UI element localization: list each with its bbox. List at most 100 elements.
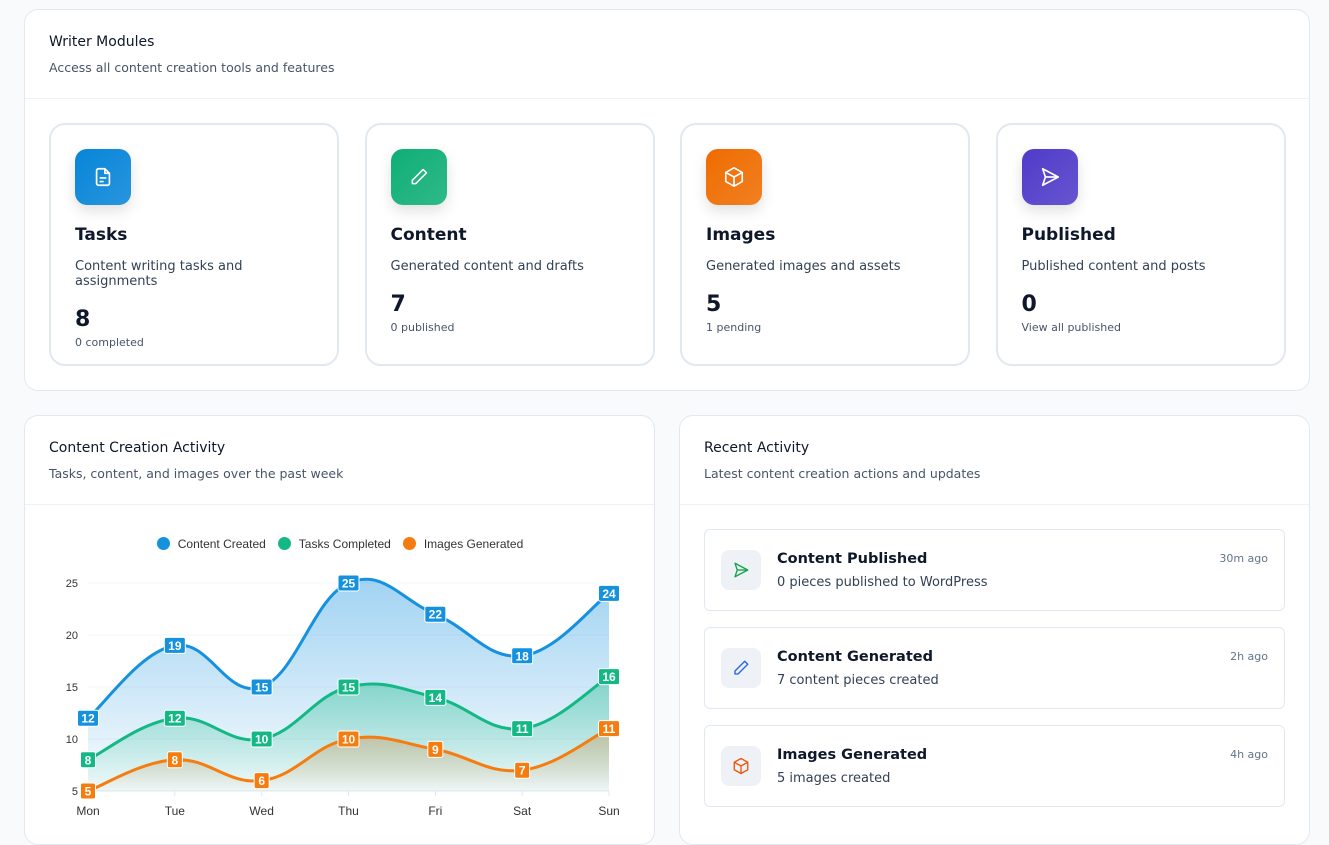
activity-item[interactable]: Content Published 0 pieces published to …: [704, 529, 1285, 611]
data-label: 5: [85, 785, 92, 799]
module-footnote: 1 pending: [706, 321, 762, 334]
recent-activity-card: Recent Activity Latest content creation …: [679, 415, 1310, 845]
box-icon: [706, 149, 762, 205]
data-label: 6: [258, 774, 265, 788]
data-label: 25: [342, 577, 356, 591]
activity-chart: 5 10 15 20 25 Mon Tue Wed Thu Fri Sat Sun 12 19 15 25 22…: [66, 574, 620, 818]
activity-item[interactable]: Content Generated 7 content pieces creat…: [704, 627, 1285, 709]
legend-label: Content Created: [177, 537, 266, 551]
data-point[interactable]: [337, 678, 360, 696]
data-point[interactable]: [337, 574, 360, 592]
data-point[interactable]: [77, 709, 99, 727]
data-point[interactable]: [250, 678, 273, 696]
data-point[interactable]: [163, 636, 186, 654]
data-point[interactable]: [427, 740, 444, 758]
module-count: 7: [390, 292, 406, 317]
module-footnote: View all published: [1021, 321, 1121, 334]
legend-item[interactable]: Tasks Completed: [277, 537, 391, 551]
writer-modules-card: Writer Modules Access all content creati…: [24, 9, 1310, 391]
module-title: Published: [1021, 225, 1116, 245]
data-point[interactable]: [424, 688, 447, 706]
data-label: 16: [602, 670, 616, 684]
x-tick-label: Mon: [76, 804, 99, 818]
chart-legend: Content Created Tasks Completed Images Gen…: [25, 537, 654, 551]
data-label: 7: [519, 764, 526, 778]
module-title: Tasks: [75, 225, 128, 245]
y-tick-label: 20: [66, 630, 78, 642]
y-tick-label: 15: [66, 682, 78, 694]
module-count: 8: [75, 307, 91, 332]
data-point[interactable]: [163, 709, 186, 727]
series-area: [88, 728, 609, 791]
module-description: Generated images and assets: [706, 259, 901, 274]
legend-marker: [277, 537, 291, 550]
activity-description: 5 images created: [777, 770, 891, 786]
x-tick-label: Wed: [249, 804, 273, 818]
data-label: 12: [81, 712, 95, 726]
activity-title: Images Generated: [777, 746, 928, 763]
section-title: Writer Modules: [49, 34, 155, 50]
data-label: 11: [603, 722, 616, 736]
module-description: Content writing tasks and assignments: [75, 259, 243, 289]
y-tick-label: 10: [66, 734, 78, 746]
legend-item[interactable]: Images Generated: [402, 537, 524, 551]
module-description: Generated content and drafts: [390, 259, 584, 274]
box-icon: [721, 746, 761, 786]
data-point[interactable]: [424, 605, 447, 623]
legend-item[interactable]: Content Created: [156, 537, 266, 551]
data-point[interactable]: [511, 647, 534, 665]
pencil-icon: [721, 648, 761, 688]
recent-subtitle: Latest content creation actions and upda…: [704, 466, 981, 481]
data-point[interactable]: [253, 772, 270, 790]
module-footnote: 0 published: [390, 321, 455, 334]
data-point[interactable]: [514, 761, 531, 779]
file-text-icon: [75, 149, 131, 205]
data-label: 12: [168, 712, 182, 726]
activity-time: 2h ago: [1230, 650, 1268, 663]
legend-label: Images Generated: [423, 537, 524, 551]
chart-subtitle: Tasks, content, and images over the past…: [49, 466, 344, 481]
module-footnote: 0 completed: [75, 336, 144, 349]
x-tick-label: Thu: [338, 804, 359, 818]
activity-time: 4h ago: [1230, 748, 1268, 761]
data-label: 15: [342, 681, 356, 695]
data-point[interactable]: [598, 720, 620, 738]
module-count: 5: [706, 292, 722, 317]
send-icon: [721, 550, 761, 590]
data-point[interactable]: [598, 668, 620, 686]
module-description: Published content and posts: [1021, 259, 1206, 274]
data-point[interactable]: [337, 730, 360, 748]
x-tick-label: Fri: [428, 804, 442, 818]
module-card-published[interactable]: Published Published content and posts 0 …: [995, 123, 1286, 366]
data-label: 10: [255, 733, 269, 747]
activity-description: 7 content pieces created: [777, 672, 939, 688]
activity-title: Content Generated: [777, 648, 933, 665]
data-point[interactable]: [511, 720, 534, 738]
data-point[interactable]: [80, 782, 96, 800]
data-label: 8: [85, 753, 92, 767]
data-label: 15: [255, 681, 269, 695]
section-subtitle: Access all content creation tools and fe…: [49, 60, 335, 75]
data-point[interactable]: [250, 730, 273, 748]
data-point[interactable]: [598, 584, 620, 602]
module-card-tasks[interactable]: Tasks Content writing tasks and assignme…: [49, 123, 339, 366]
x-tick-label: Sun: [598, 804, 619, 818]
x-tick-label: Tue: [165, 804, 186, 818]
chart-title: Content Creation Activity: [49, 440, 226, 456]
data-point[interactable]: [166, 751, 183, 769]
data-label: 14: [429, 691, 443, 705]
activity-time: 30m ago: [1219, 552, 1268, 565]
pencil-icon: [390, 149, 447, 205]
data-point[interactable]: [80, 751, 96, 769]
data-label: 22: [429, 608, 443, 622]
module-card-images[interactable]: Images Generated images and assets 5 1 p…: [680, 123, 970, 366]
y-tick-label: 5: [72, 786, 78, 798]
module-title: Images: [706, 225, 776, 245]
data-label: 19: [168, 639, 182, 653]
activity-title: Content Published: [777, 550, 928, 567]
activity-description: 0 pieces published to WordPress: [777, 574, 988, 590]
data-label: 24: [602, 587, 616, 601]
activity-item[interactable]: Images Generated 5 images created 4h ago: [704, 725, 1285, 807]
data-label: 11: [516, 722, 529, 736]
module-card-content[interactable]: Content Generated content and drafts 7 0…: [364, 123, 655, 366]
